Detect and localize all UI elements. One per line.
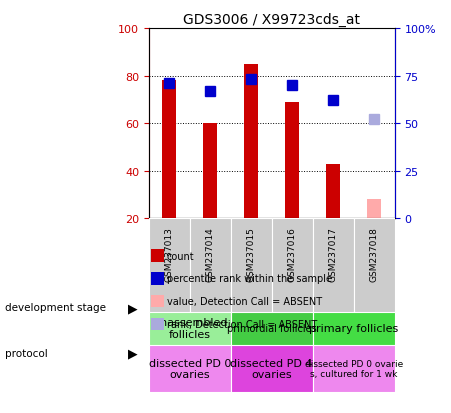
Bar: [149, 312, 231, 345]
Text: dissected PD 0
ovaries: dissected PD 0 ovaries: [149, 358, 231, 380]
Bar: [231, 345, 313, 392]
Text: rank, Detection Call = ABSENT: rank, Detection Call = ABSENT: [167, 319, 317, 329]
Text: GSM237014: GSM237014: [206, 226, 215, 281]
Bar: [244, 64, 258, 219]
Text: GSM237013: GSM237013: [165, 226, 174, 281]
Text: protocol: protocol: [5, 348, 47, 358]
Text: ▶: ▶: [128, 301, 138, 314]
Bar: [190, 219, 231, 312]
Text: dissected PD 0 ovarie
s, cultured for 1 wk: dissected PD 0 ovarie s, cultured for 1 …: [304, 359, 403, 378]
Bar: [285, 102, 299, 219]
Bar: [162, 81, 176, 219]
Text: count: count: [167, 251, 194, 261]
Text: GSM237016: GSM237016: [288, 226, 297, 281]
Bar: [231, 219, 272, 312]
Text: dissected PD 4
ovaries: dissected PD 4 ovaries: [230, 358, 313, 380]
Text: GSM237015: GSM237015: [247, 226, 256, 281]
Text: development stage: development stage: [5, 303, 106, 313]
Bar: [313, 345, 395, 392]
Text: primordial follicles: primordial follicles: [227, 323, 317, 333]
Text: primary follicles: primary follicles: [309, 323, 398, 333]
Text: value, Detection Call = ABSENT: value, Detection Call = ABSENT: [167, 297, 322, 306]
Bar: [313, 219, 354, 312]
Title: GDS3006 / X99723cds_at: GDS3006 / X99723cds_at: [183, 12, 360, 26]
Bar: [354, 219, 395, 312]
Text: ▶: ▶: [128, 347, 138, 360]
Bar: [272, 219, 313, 312]
Text: percentile rank within the sample: percentile rank within the sample: [167, 274, 332, 284]
Text: GSM237018: GSM237018: [370, 226, 379, 281]
Text: GSM237017: GSM237017: [329, 226, 338, 281]
Bar: [203, 124, 217, 219]
Bar: [149, 345, 231, 392]
Bar: [149, 219, 190, 312]
Bar: [367, 200, 381, 219]
Bar: [231, 312, 313, 345]
Bar: [326, 164, 341, 219]
Bar: [313, 312, 395, 345]
Text: unassembled
follicles: unassembled follicles: [152, 318, 227, 339]
